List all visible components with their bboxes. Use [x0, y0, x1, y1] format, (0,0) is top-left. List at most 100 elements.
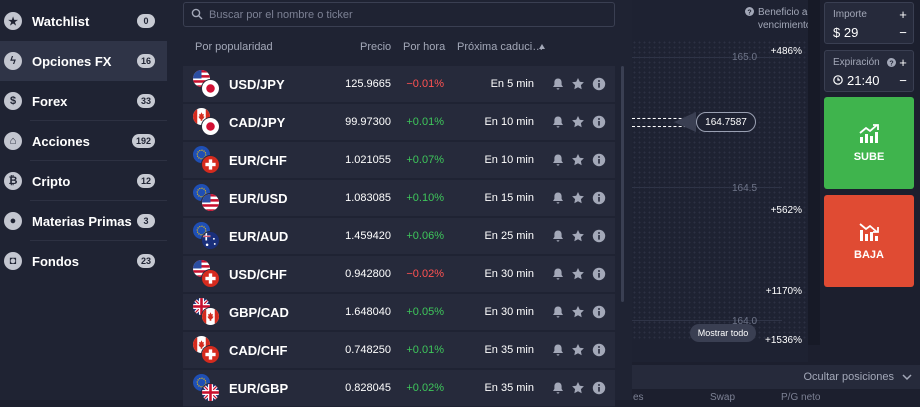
sort-ascending-icon[interactable] [539, 44, 545, 49]
info-icon[interactable] [592, 153, 606, 167]
amount-field[interactable]: Importe $ 29 + − [824, 2, 914, 44]
count-badge: 192 [131, 134, 155, 148]
info-icon[interactable] [592, 77, 606, 91]
info-icon[interactable] [592, 305, 606, 319]
benefit-label-line-2: vencimiento [758, 20, 808, 31]
sidebar-item-cripto[interactable]: ₿ Cripto 12 [0, 161, 167, 201]
expiry-time: En 25 min [484, 230, 534, 242]
table-row[interactable]: EUR/USD 1.083085 +0.10% En 15 min [183, 180, 615, 217]
sort-by-popularity[interactable]: Por popularidad [195, 41, 273, 53]
payout-percent: +1536% [765, 335, 802, 346]
trend-down-icon [859, 223, 879, 241]
increase-amount-button[interactable]: + [899, 6, 907, 22]
price-value: 1.021055 [345, 154, 391, 166]
info-icon[interactable] [592, 381, 606, 395]
hourly-change: +0.01% [406, 116, 444, 128]
benefit-at-expiry-label: Beneficio al vencimiento [758, 6, 808, 32]
expiry-value[interactable]: 21:40 [847, 73, 880, 88]
table-row[interactable]: GBP/CAD 1.648040 +0.05% En 30 min [183, 294, 615, 331]
expiry-time: En 5 min [490, 78, 534, 90]
bell-icon[interactable] [551, 305, 565, 319]
sidebar-item-acciones[interactable]: ⌂ Acciones 192 [0, 121, 167, 161]
bell-icon[interactable] [551, 343, 565, 357]
bell-icon[interactable] [551, 115, 565, 129]
hide-positions-button[interactable]: Ocultar posiciones [803, 371, 895, 383]
bell-icon[interactable] [551, 191, 565, 205]
star-icon[interactable] [571, 305, 585, 319]
category-sidebar: ★ Watchlist 0 ϟ Opciones FX 16 $ Forex 3… [0, 0, 167, 400]
bell-icon[interactable] [551, 153, 565, 167]
info-icon[interactable] [592, 267, 606, 281]
table-row[interactable]: EUR/AUD 1.459420 +0.06% En 25 min [183, 218, 615, 255]
japan-flag-icon [201, 79, 220, 98]
sidebar-item-label: Watchlist [32, 13, 90, 29]
table-row[interactable]: USD/JPY 125.9665 −0.01% En 5 min [183, 66, 615, 103]
price-level-label: 164.0 [732, 316, 758, 327]
info-icon[interactable] [592, 115, 606, 129]
current-price-tag: 164.7587 [696, 112, 756, 132]
price-value: 0.748250 [345, 344, 391, 356]
sidebar-item-label: Opciones FX [32, 53, 112, 69]
price-value: 1.459420 [345, 230, 391, 242]
sidebar-item-label: Materias Primas [32, 213, 132, 229]
decrease-expiry-button[interactable]: − [899, 72, 907, 88]
sidebar-item-forex[interactable]: $ Forex 33 [0, 81, 167, 121]
star-icon[interactable] [571, 191, 585, 205]
call-up-button[interactable]: SUBE [824, 97, 914, 189]
star-icon[interactable] [571, 153, 585, 167]
info-icon[interactable] [592, 229, 606, 243]
sidebar-item-opciones-fx[interactable]: ϟ Opciones FX 16 [0, 41, 167, 81]
positions-bar[interactable]: Ocultar posiciones [632, 365, 920, 389]
current-price-line [632, 118, 692, 119]
price-value: 99.97300 [345, 116, 391, 128]
star-icon[interactable] [571, 115, 585, 129]
info-icon[interactable] [592, 343, 606, 357]
chevron-down-icon[interactable] [902, 372, 912, 382]
price-chart-area[interactable]: ? Beneficio al vencimiento 165.0 164.5 1… [632, 0, 808, 362]
expiry-field[interactable]: Expiración ? 21:40 + − [824, 50, 914, 92]
list-scrollbar[interactable] [621, 66, 624, 302]
swiss-flag-icon [201, 345, 220, 364]
star-icon[interactable] [571, 343, 585, 357]
sidebar-item-watchlist[interactable]: ★ Watchlist 0 [0, 1, 167, 41]
payout-percent: +562% [770, 205, 802, 216]
hourly-change: −0.02% [406, 268, 444, 280]
divider [30, 120, 167, 121]
info-icon[interactable] [592, 191, 606, 205]
help-icon[interactable]: ? [887, 58, 896, 67]
help-icon[interactable]: ? [745, 7, 754, 16]
column-header-price[interactable]: Precio [360, 41, 392, 53]
star-icon[interactable] [571, 381, 585, 395]
bell-icon[interactable] [551, 267, 565, 281]
table-row[interactable]: EUR/GBP 0.828045 +0.02% En 35 min [183, 370, 615, 407]
column-header-swap: Swap [710, 392, 736, 403]
price-value: 0.942800 [345, 268, 391, 280]
star-icon[interactable] [571, 267, 585, 281]
table-row[interactable]: EUR/CHF 1.021055 +0.07% En 10 min [183, 142, 615, 179]
column-header-next-expiry[interactable]: Próxima caduci… [457, 41, 544, 53]
search-input[interactable] [209, 6, 609, 24]
amount-value[interactable]: $ 29 [833, 25, 859, 40]
table-row[interactable]: CAD/JPY 99.97300 +0.01% En 10 min [183, 104, 615, 141]
bell-icon[interactable] [551, 381, 565, 395]
put-down-button[interactable]: BAJA [824, 195, 914, 287]
hourly-change: +0.06% [406, 230, 444, 242]
bell-icon[interactable] [551, 77, 565, 91]
hourly-change: +0.10% [406, 192, 444, 204]
decrease-amount-button[interactable]: − [899, 24, 907, 40]
increase-expiry-button[interactable]: + [899, 54, 907, 70]
show-all-button[interactable]: Mostrar todo [690, 324, 756, 342]
table-row[interactable]: USD/CHF 0.942800 −0.02% En 30 min [183, 256, 615, 293]
hourly-change: +0.01% [406, 344, 444, 356]
column-header-hourly[interactable]: Por hora [403, 41, 446, 53]
star-icon[interactable] [571, 77, 585, 91]
sidebar-item-fondos[interactable]: ◘ Fondos 23 [0, 241, 167, 281]
pair-name: EUR/GBP [229, 381, 289, 396]
price-level-label: 165.0 [732, 52, 758, 63]
table-row[interactable]: CAD/CHF 0.748250 +0.01% En 35 min [183, 332, 615, 369]
hourly-change: +0.02% [406, 382, 444, 394]
bell-icon[interactable] [551, 229, 565, 243]
pair-name: CAD/JPY [229, 115, 286, 130]
star-icon[interactable] [571, 229, 585, 243]
sidebar-item-materias-primas[interactable]: ● Materias Primas 3 [0, 201, 167, 241]
